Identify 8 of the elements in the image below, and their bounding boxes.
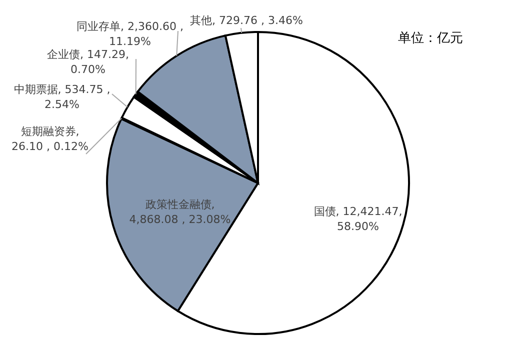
slice-label: 同业存单, 2,360.60 , 11.19%	[76, 20, 184, 48]
slice-label: 其他, 729.76 , 3.46%	[190, 14, 303, 27]
text: 单位：亿元	[398, 31, 463, 46]
slice-label: 企业债, 147.29, 0.70%	[47, 48, 129, 76]
slice-label: 短期融资券, 26.10 , 0.12%	[12, 125, 88, 153]
slice-label: 国债, 12,421.47, 58.90%	[314, 205, 402, 233]
slice-label: 中期票据, 534.75 , 2.54%	[14, 83, 110, 111]
slice-label: 政策性金融债, 4,868.08 , 23.08%	[129, 198, 231, 226]
